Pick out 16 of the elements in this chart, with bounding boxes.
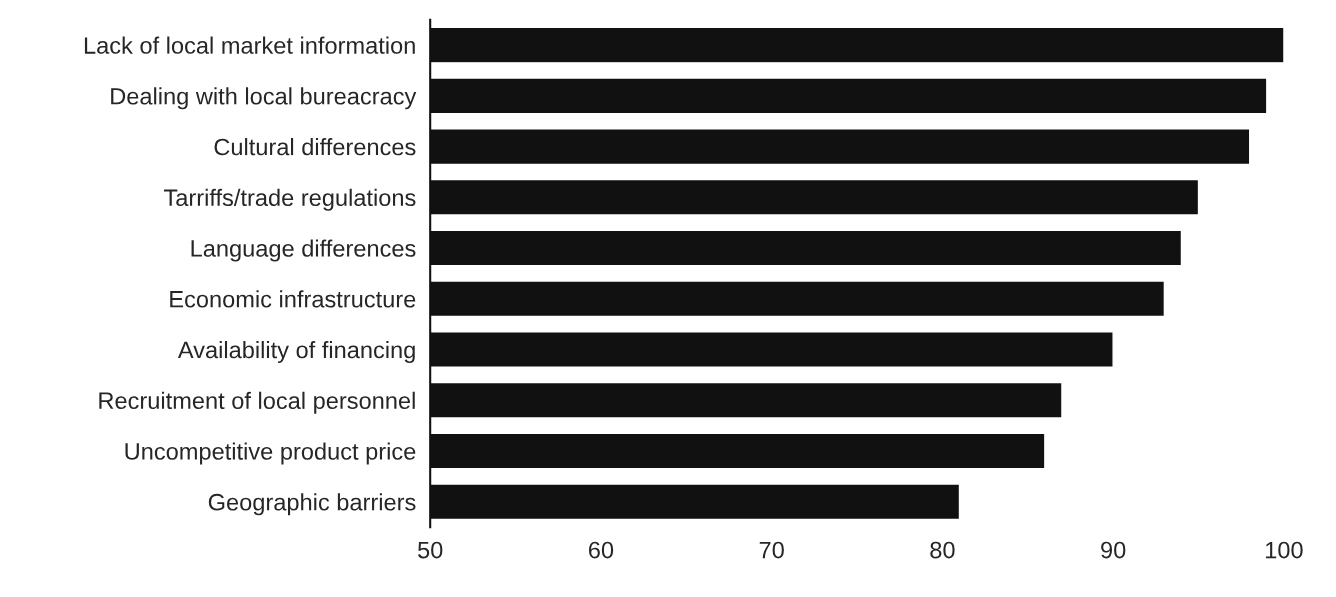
- x-tick-label: 100: [1266, 541, 1303, 559]
- y-tick-label: Language differences: [191, 239, 416, 262]
- y-tick-label: Recruitment of local personnel: [99, 391, 415, 414]
- y-tick-label: Economic infrastructure: [170, 290, 416, 308]
- x-tick-label: 70: [759, 541, 784, 559]
- y-tick-label: Dealing with local bureacracy: [111, 87, 417, 110]
- y-tick-label: Lack of local market information: [84, 36, 415, 54]
- y-tick-label: Cultural differences: [214, 138, 416, 156]
- y-tick-label: Tarriffs/trade regulations: [164, 188, 416, 211]
- x-tick-label: 50: [418, 541, 443, 559]
- y-tick-label: Uncompetitive product price: [125, 442, 416, 465]
- x-tick-label: 60: [589, 541, 614, 559]
- y-tick-label: Geographic barriers: [208, 493, 416, 516]
- y-tick-label: Availability of financing: [177, 340, 415, 363]
- x-tick-label: 90: [1101, 541, 1126, 559]
- x-tick-label: 80: [930, 541, 955, 559]
